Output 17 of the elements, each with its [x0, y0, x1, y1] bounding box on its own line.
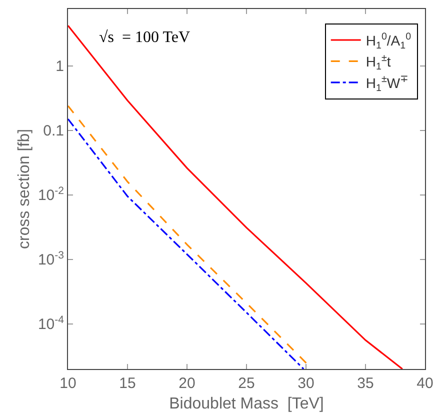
legend-label: H$_{1}$$^{±}$W$^{∓}$	[366, 74, 408, 94]
x-tick-label: 30	[298, 375, 314, 392]
y-axis-title: cross section [fb]	[16, 128, 33, 250]
x-tick-label: 35	[357, 375, 374, 392]
y-tick-label: 10$^{-2}$	[38, 184, 64, 204]
x-tick-label: 15	[119, 375, 136, 392]
x-tick-label: 10	[60, 375, 76, 392]
y-tick-label: 10$^{-4}$	[38, 314, 64, 334]
legend-label: H$_{1}$$^{±}$t	[366, 52, 391, 73]
x-tick-label: 40	[416, 375, 434, 392]
y-tick-label: 10$^{-3}$	[38, 249, 64, 269]
x-tick-label: 20	[178, 375, 196, 392]
annotation: √s = 100 TeV	[99, 29, 190, 46]
x-axis-title: Bidoublet Mass [TeV]	[169, 396, 324, 413]
x-tick-label: 25	[238, 375, 255, 392]
y-tick-label: 0.1	[43, 122, 64, 140]
y-tick-label: 1	[56, 58, 64, 76]
